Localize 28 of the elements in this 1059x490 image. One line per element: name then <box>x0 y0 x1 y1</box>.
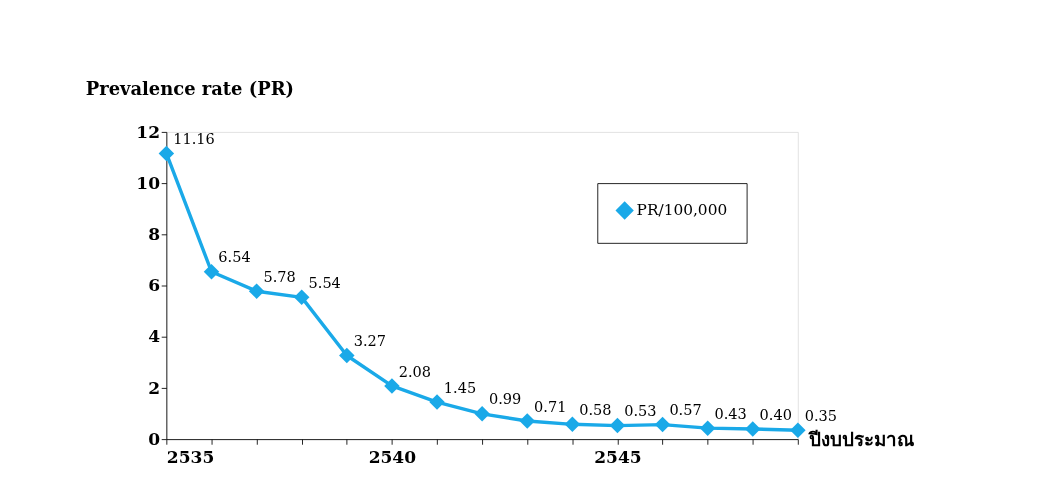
y-tick-label: 2 <box>148 377 160 398</box>
data-label: 5.54 <box>308 274 341 291</box>
data-label: 0.57 <box>669 402 702 419</box>
x-tick-label: 2545 <box>594 447 642 468</box>
y-tick-label: 10 <box>136 172 161 193</box>
data-label: 6.54 <box>218 249 251 266</box>
y-tick-label: 12 <box>136 121 160 142</box>
y-tick-label: 4 <box>148 326 161 347</box>
data-label: 0.35 <box>804 407 837 424</box>
data-label: 1.45 <box>443 379 477 396</box>
data-label: 3.27 <box>353 333 386 350</box>
y-tick-label: 8 <box>148 223 160 244</box>
legend-label: PR/100,000 <box>636 200 728 219</box>
x-tick-label: 2540 <box>368 447 417 468</box>
x-axis-title: ปีงบประมาณ <box>807 427 915 450</box>
y-tick-label: 0 <box>148 428 161 449</box>
data-label: 0.71 <box>534 398 567 415</box>
data-label: 11.16 <box>173 131 215 148</box>
data-label: 5.78 <box>263 268 296 285</box>
data-label: 0.40 <box>759 406 792 423</box>
data-label: 0.53 <box>624 403 657 420</box>
data-label: 0.58 <box>579 401 612 418</box>
data-label: 0.43 <box>714 405 747 422</box>
y-tick-label: 6 <box>148 275 160 296</box>
y-axis-title: Prevalence rate (PR) <box>85 77 295 99</box>
data-label: 2.08 <box>398 363 432 380</box>
data-label: 0.99 <box>488 391 522 408</box>
x-tick-label: 2535 <box>166 447 215 468</box>
